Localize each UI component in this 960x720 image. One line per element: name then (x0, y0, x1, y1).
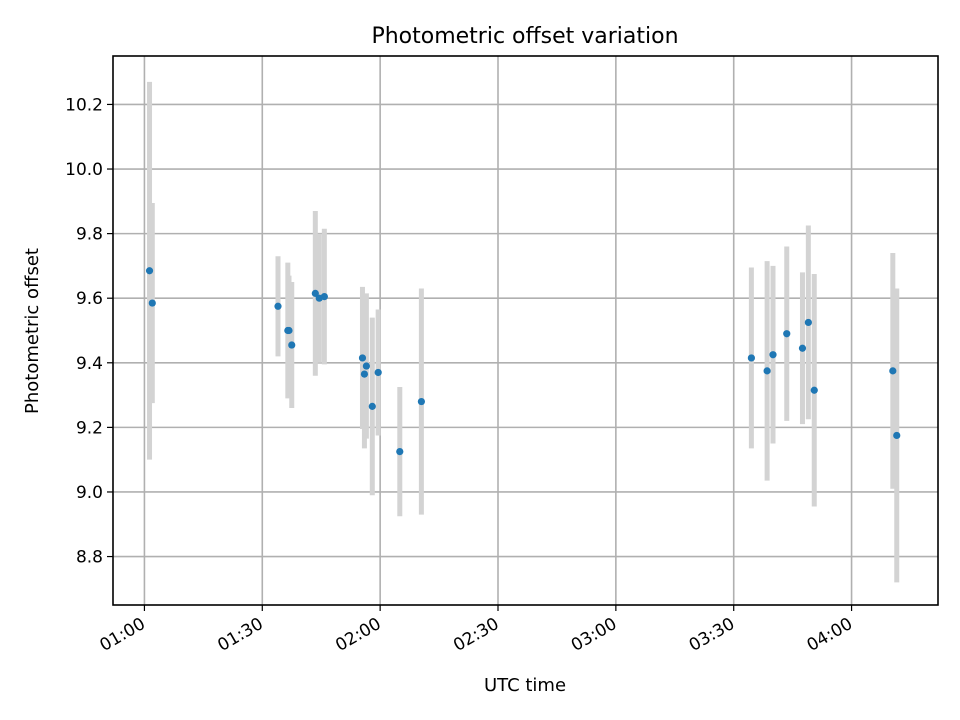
y-tick-label: 9.2 (76, 418, 103, 438)
data-point (798, 344, 807, 352)
chart-title: Photometric offset variation (371, 24, 678, 49)
data-point (320, 292, 328, 301)
data-point (285, 326, 293, 335)
data-point (769, 351, 777, 359)
x-axis-label: UTC time (484, 675, 566, 696)
data-point (360, 370, 369, 378)
plot-frame (112, 55, 939, 606)
y-tick-label: 9.6 (76, 289, 103, 309)
data-point (783, 330, 791, 338)
y-axis-label: Photometric offset (22, 248, 43, 414)
data-point (374, 368, 382, 377)
data-point (288, 341, 296, 349)
data-point (763, 367, 771, 375)
data-point (368, 402, 376, 410)
data-point (804, 318, 812, 327)
data-point (747, 354, 755, 362)
data-point (417, 397, 425, 406)
data-point (362, 362, 370, 370)
data-point (893, 431, 901, 440)
data-points (145, 267, 901, 456)
data-point (148, 299, 156, 307)
data-point (396, 448, 404, 456)
data-point (889, 367, 897, 375)
data-point (810, 386, 818, 394)
y-tick-label: 9.0 (76, 483, 103, 503)
data-point (145, 267, 154, 275)
y-tick-label: 9.8 (76, 225, 103, 245)
y-tick-label: 9.4 (76, 354, 103, 374)
y-tick-label: 10.2 (65, 95, 103, 115)
y-tick-label: 8.8 (76, 548, 103, 568)
data-point (274, 302, 282, 310)
data-point (311, 289, 319, 297)
data-point (358, 354, 367, 362)
y-tick-label: 10.0 (65, 160, 103, 180)
